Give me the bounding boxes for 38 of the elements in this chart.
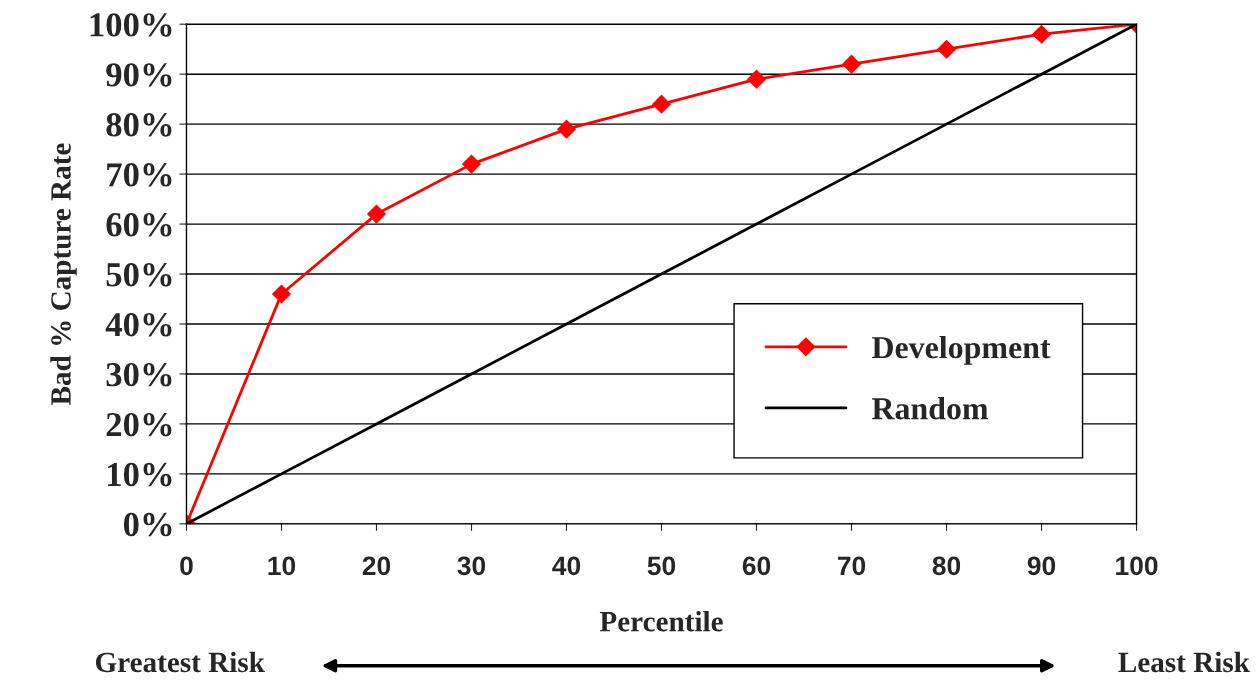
x-tick-label: 0 (180, 556, 193, 576)
point (937, 39, 956, 59)
y-tick-label: 20% (106, 412, 172, 437)
point (1032, 24, 1051, 44)
x-tick-label: 90 (1027, 556, 1056, 576)
x-tick-label: 30 (457, 556, 486, 576)
point (272, 284, 291, 304)
legend-label: Random (871, 397, 989, 420)
y-axis-title: Bad % Capture Rate (50, 143, 77, 405)
line-series (186, 24, 1137, 524)
y-tick-label: 80% (106, 113, 172, 137)
x-tick-label: 100 (1116, 556, 1158, 576)
text: Greatest Risk (95, 651, 265, 673)
point (842, 54, 861, 74)
y-tick-label: 70% (107, 163, 172, 187)
x-tick-label: 60 (742, 556, 771, 576)
point (367, 204, 386, 224)
point (462, 154, 481, 174)
legend-label: Development (871, 335, 1051, 365)
x-tick-label: 80 (932, 556, 961, 576)
x-tick-label: 40 (552, 556, 581, 576)
x-tick-label: 70 (837, 556, 866, 576)
y-tick-label: 50% (106, 262, 172, 287)
y-tick-label: 100% (90, 13, 172, 37)
x-tick-label: 50 (647, 556, 676, 576)
x-tick-label: 20 (362, 556, 391, 576)
point (747, 69, 766, 89)
y-tick-label: 10% (108, 462, 172, 487)
y-tick-label: 0% (123, 512, 172, 537)
text: Least Risk (1118, 651, 1250, 673)
y-tick-label: 90% (106, 63, 172, 87)
y-tick-label: 30% (106, 362, 172, 387)
y-tick-label: 60% (106, 213, 172, 237)
y-tick-label: 40% (105, 312, 172, 337)
x-tick-label: 10 (268, 556, 296, 576)
point (652, 94, 671, 114)
point (557, 119, 576, 139)
x-axis-title: Percentile (599, 610, 723, 632)
